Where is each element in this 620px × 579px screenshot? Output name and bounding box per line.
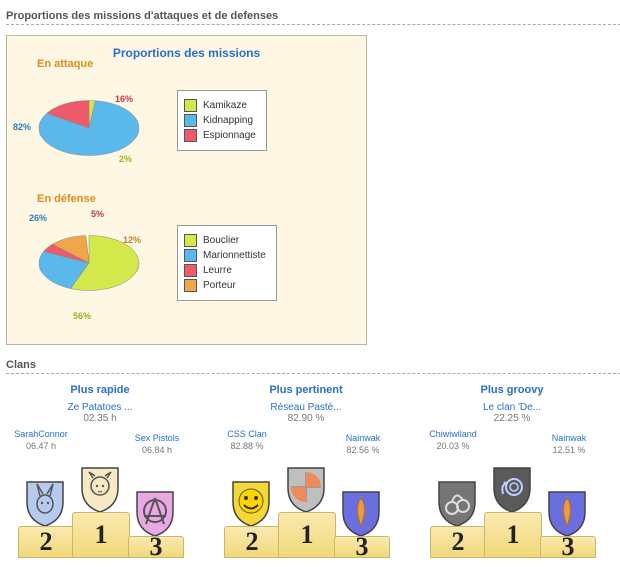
pedestal-1: 1 xyxy=(72,512,130,558)
defense-chart-row: 56% 26% 5% 12% Bouclier Marionnettiste Leur… xyxy=(19,207,354,322)
pedestal-1: 1 xyxy=(484,512,542,558)
legend-swatch xyxy=(184,264,197,277)
legend-label: Bouclier xyxy=(203,235,239,246)
legend-row: Bouclier xyxy=(184,234,266,247)
attack-chart-row: 2%82%16% Kamikaze Kidnapping Espionnage xyxy=(19,72,354,187)
shield-icon[interactable] xyxy=(491,464,533,514)
pedestal-3: 3 xyxy=(540,536,596,558)
pedestal-2: 2 xyxy=(430,526,486,558)
legend-swatch xyxy=(184,129,197,142)
shield-icon[interactable] xyxy=(340,488,382,538)
legend-label: Kidnapping xyxy=(203,115,253,126)
podium-area: Chiwiwiland 20.03 % Nainwak 12.51 % 2 1 … xyxy=(422,428,602,558)
legend-row: Marionnettiste xyxy=(184,249,266,262)
podium-title: Plus pertinent xyxy=(216,384,396,396)
podium-area: SarahConnor 06.47 h Sex Pistols 06.84 h … xyxy=(10,428,190,558)
shield-icon[interactable] xyxy=(79,464,121,514)
missions-section-title: Proportions des missions d'attaques et d… xyxy=(6,10,620,22)
clans-section-title: Clans xyxy=(6,359,620,371)
legend-label: Leurre xyxy=(203,265,232,276)
legend-swatch xyxy=(184,234,197,247)
podium-group: Plus groovy Le clan 'De... 22.25 % Chiwi… xyxy=(422,384,602,558)
legend-row: Porteur xyxy=(184,279,266,292)
podium-group: Plus pertinent Réseau Pastè... 82.90 % C… xyxy=(216,384,396,558)
pie-pct-label: 5% xyxy=(91,209,104,219)
podium-first-stat: 22.25 % xyxy=(422,413,602,424)
shield-icon[interactable] xyxy=(285,464,327,514)
podium-third-label: Nainwak 12.51 % xyxy=(530,432,608,456)
podium-second-label: CSS Clan 82.88 % xyxy=(208,428,286,452)
clans-row: Plus rapide Ze Patatoes ... 02.35 h Sara… xyxy=(6,384,620,558)
legend-swatch xyxy=(184,249,197,262)
clan-link[interactable]: Chiwiwiland xyxy=(414,428,492,440)
podium-third-label: Nainwak 82.56 % xyxy=(324,432,402,456)
legend-swatch xyxy=(184,99,197,112)
clan-link[interactable]: Nainwak xyxy=(530,432,608,444)
podium-first-name[interactable]: Le clan 'De... xyxy=(422,402,602,413)
podium-area: CSS Clan 82.88 % Nainwak 82.56 % 2 1 3 xyxy=(216,428,396,558)
defense-legend: Bouclier Marionnettiste Leurre Porteur xyxy=(177,225,277,301)
defense-label: En défense xyxy=(37,193,354,205)
pie-pct-label: 12% xyxy=(123,235,141,245)
legend-row: Kamikaze xyxy=(184,99,256,112)
legend-label: Espionnage xyxy=(203,130,256,141)
attack-legend: Kamikaze Kidnapping Espionnage xyxy=(177,90,267,151)
attack-pie: 2%82%16% xyxy=(19,72,159,187)
podium-group: Plus rapide Ze Patatoes ... 02.35 h Sara… xyxy=(10,384,190,558)
podium-first-name[interactable]: Ze Patatoes ... xyxy=(10,402,190,413)
legend-label: Kamikaze xyxy=(203,100,247,111)
legend-swatch xyxy=(184,279,197,292)
legend-row: Kidnapping xyxy=(184,114,256,127)
pedestal-2: 2 xyxy=(18,526,74,558)
pie-pct-label: 2% xyxy=(119,154,132,164)
pie-pct-label: 26% xyxy=(29,213,47,223)
clan-link[interactable]: Nainwak xyxy=(324,432,402,444)
legend-label: Porteur xyxy=(203,280,236,291)
pedestal-3: 3 xyxy=(128,536,184,558)
legend-swatch xyxy=(184,114,197,127)
clan-link[interactable]: Sex Pistols xyxy=(118,432,196,444)
divider xyxy=(6,373,620,374)
podium-first-name[interactable]: Réseau Pastè... xyxy=(216,402,396,413)
podium-second-label: SarahConnor 06.47 h xyxy=(2,428,80,452)
divider xyxy=(6,24,620,25)
shield-icon[interactable] xyxy=(24,478,66,528)
shield-icon[interactable] xyxy=(436,478,478,528)
pedestal-2: 2 xyxy=(224,526,280,558)
shield-icon[interactable] xyxy=(230,478,272,528)
pie-pct-label: 16% xyxy=(115,94,133,104)
podium-second-label: Chiwiwiland 20.03 % xyxy=(414,428,492,452)
podium-title: Plus groovy xyxy=(422,384,602,396)
pedestal-3: 3 xyxy=(334,536,390,558)
pedestal-1: 1 xyxy=(278,512,336,558)
pie-pct-label: 56% xyxy=(73,311,91,321)
pie-pct-label: 82% xyxy=(13,122,31,132)
clan-link[interactable]: CSS Clan xyxy=(208,428,286,440)
defense-pie: 56% 26% 5% 12% xyxy=(19,207,159,322)
podium-third-label: Sex Pistols 06.84 h xyxy=(118,432,196,456)
shield-icon[interactable] xyxy=(134,488,176,538)
clan-link[interactable]: SarahConnor xyxy=(2,428,80,440)
legend-label: Marionnettiste xyxy=(203,250,266,261)
missions-chart-box: Proportions des missions En attaque 2%82… xyxy=(6,35,367,345)
podium-first-stat: 02.35 h xyxy=(10,413,190,424)
shield-icon[interactable] xyxy=(546,488,588,538)
podium-first-stat: 82.90 % xyxy=(216,413,396,424)
podium-title: Plus rapide xyxy=(10,384,190,396)
legend-row: Espionnage xyxy=(184,129,256,142)
legend-row: Leurre xyxy=(184,264,266,277)
